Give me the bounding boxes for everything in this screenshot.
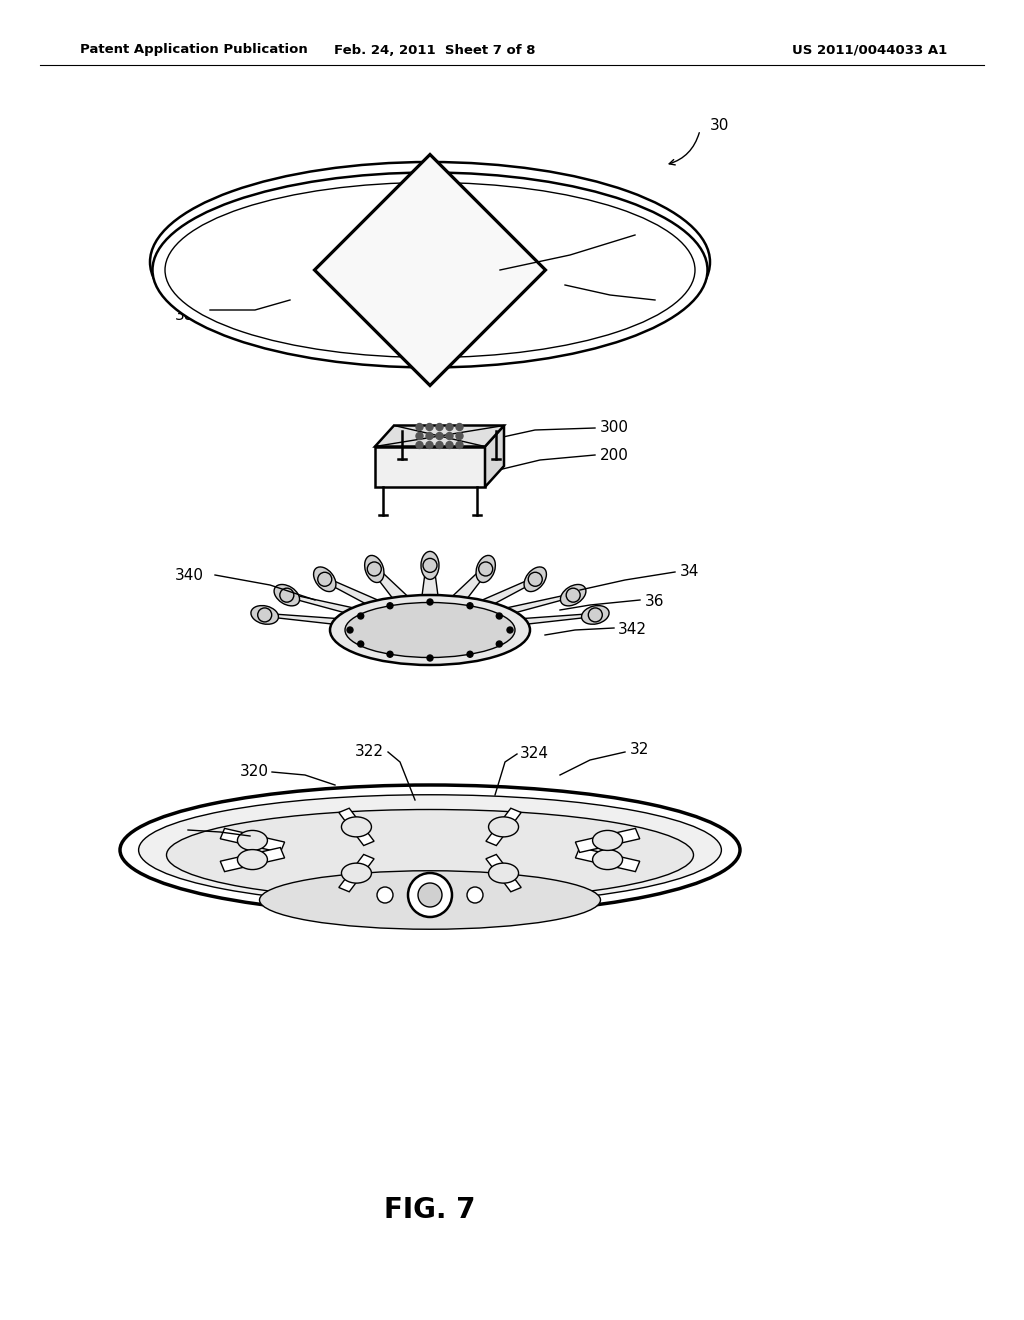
Ellipse shape <box>593 850 623 870</box>
Circle shape <box>357 642 364 647</box>
Circle shape <box>456 433 463 440</box>
Text: FIG. 7: FIG. 7 <box>384 1196 476 1224</box>
Polygon shape <box>375 425 504 446</box>
Circle shape <box>387 651 393 657</box>
Text: 300: 300 <box>600 421 629 436</box>
Text: US 2011/0044033 A1: US 2011/0044033 A1 <box>793 44 947 57</box>
Ellipse shape <box>259 871 600 929</box>
Ellipse shape <box>120 785 740 915</box>
Ellipse shape <box>488 817 518 837</box>
Circle shape <box>377 887 393 903</box>
Ellipse shape <box>167 809 693 900</box>
Text: Feb. 24, 2011  Sheet 7 of 8: Feb. 24, 2011 Sheet 7 of 8 <box>334 44 536 57</box>
Circle shape <box>436 433 443 440</box>
Circle shape <box>467 603 473 609</box>
Circle shape <box>347 627 353 634</box>
Polygon shape <box>339 854 374 892</box>
Circle shape <box>408 873 452 917</box>
Text: 342: 342 <box>618 623 647 638</box>
Circle shape <box>456 424 463 430</box>
Circle shape <box>446 424 453 430</box>
Text: 324: 324 <box>520 747 549 762</box>
Polygon shape <box>437 569 489 614</box>
Circle shape <box>467 887 483 903</box>
Circle shape <box>387 603 393 609</box>
Text: 38: 38 <box>660 293 679 308</box>
Circle shape <box>446 441 453 449</box>
Ellipse shape <box>582 606 609 624</box>
Ellipse shape <box>524 568 547 591</box>
Ellipse shape <box>251 606 279 624</box>
Circle shape <box>426 433 433 440</box>
Circle shape <box>427 655 433 661</box>
Text: 32: 32 <box>630 742 649 758</box>
Ellipse shape <box>138 795 721 906</box>
Polygon shape <box>371 569 423 614</box>
Circle shape <box>416 441 423 449</box>
Ellipse shape <box>341 863 372 883</box>
Polygon shape <box>322 578 407 618</box>
Text: 320: 320 <box>240 764 269 780</box>
Circle shape <box>418 883 442 907</box>
Ellipse shape <box>345 602 515 657</box>
Polygon shape <box>476 614 596 630</box>
Circle shape <box>467 651 473 657</box>
Polygon shape <box>485 425 504 487</box>
Text: 36: 36 <box>645 594 665 610</box>
Ellipse shape <box>488 863 518 883</box>
Ellipse shape <box>560 585 586 606</box>
Ellipse shape <box>421 552 439 579</box>
Text: 39: 39 <box>645 227 665 243</box>
Text: 326: 326 <box>148 822 177 837</box>
Ellipse shape <box>238 830 267 850</box>
Circle shape <box>416 424 423 430</box>
Circle shape <box>507 627 513 634</box>
Circle shape <box>416 433 423 440</box>
Circle shape <box>497 612 503 619</box>
Ellipse shape <box>238 850 267 870</box>
Polygon shape <box>220 847 285 871</box>
Ellipse shape <box>365 556 384 582</box>
Polygon shape <box>575 847 640 871</box>
Ellipse shape <box>341 817 372 837</box>
Polygon shape <box>264 614 384 630</box>
Ellipse shape <box>330 595 530 665</box>
Polygon shape <box>467 594 575 623</box>
Circle shape <box>446 433 453 440</box>
Circle shape <box>426 424 433 430</box>
Circle shape <box>436 424 443 430</box>
Circle shape <box>497 642 503 647</box>
Ellipse shape <box>274 585 300 606</box>
Ellipse shape <box>593 830 623 850</box>
Text: 200: 200 <box>600 447 629 462</box>
Polygon shape <box>285 594 393 623</box>
Circle shape <box>357 612 364 619</box>
Polygon shape <box>339 808 374 846</box>
Circle shape <box>456 441 463 449</box>
Text: 30: 30 <box>710 117 729 132</box>
Ellipse shape <box>153 173 708 367</box>
Circle shape <box>426 441 433 449</box>
Text: 322: 322 <box>355 744 384 759</box>
Text: 34: 34 <box>680 565 699 579</box>
Polygon shape <box>575 829 640 853</box>
Text: Patent Application Publication: Patent Application Publication <box>80 44 308 57</box>
Circle shape <box>427 599 433 605</box>
Text: 380: 380 <box>175 308 204 322</box>
Polygon shape <box>420 565 440 611</box>
Polygon shape <box>453 578 539 618</box>
Polygon shape <box>314 154 546 385</box>
Circle shape <box>436 441 443 449</box>
Polygon shape <box>486 854 521 892</box>
Ellipse shape <box>313 568 336 591</box>
Ellipse shape <box>476 556 496 582</box>
Polygon shape <box>486 808 521 846</box>
Polygon shape <box>375 446 485 487</box>
Polygon shape <box>220 829 285 853</box>
Text: 340: 340 <box>175 568 204 582</box>
